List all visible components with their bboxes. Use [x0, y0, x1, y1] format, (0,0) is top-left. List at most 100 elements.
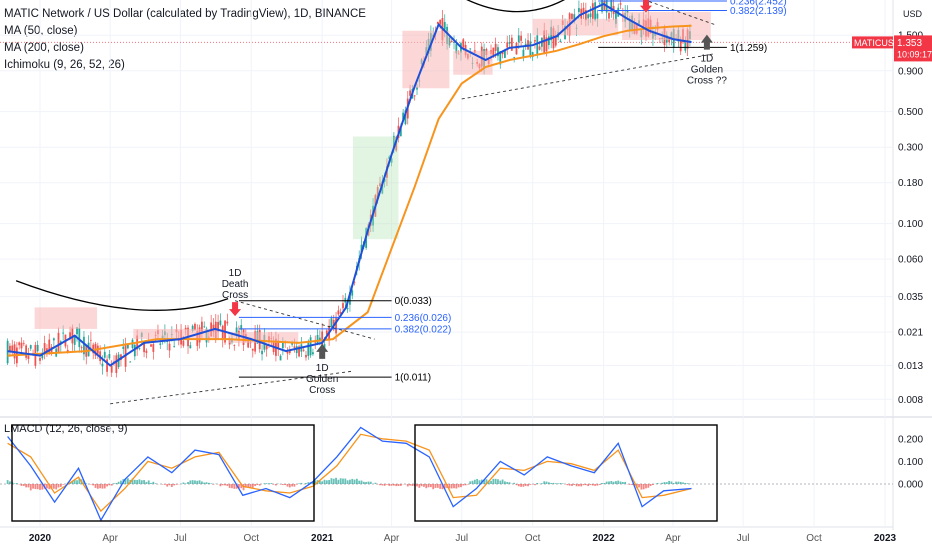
macd-hist-bar — [337, 479, 340, 484]
macd-hist-bar — [668, 480, 671, 484]
macd-hist-bar — [198, 480, 201, 484]
macd-hist-bar — [462, 484, 465, 486]
macd-hist-bar — [291, 484, 294, 487]
macd-hist-bar — [450, 484, 453, 489]
macd-hist-bar — [362, 481, 365, 484]
candle-body — [404, 110, 407, 125]
macd-hist-bar — [638, 484, 640, 488]
candle-body — [39, 357, 41, 361]
macd-hist-bar — [300, 482, 303, 484]
x-tick-label: 2022 — [592, 533, 615, 544]
macd-hist-bar — [318, 480, 321, 484]
candle-body — [547, 36, 550, 46]
macd-hist-bar — [247, 484, 250, 488]
macd-hist-bar — [50, 484, 53, 490]
macd-hist-bar — [469, 481, 472, 484]
candle-body — [43, 343, 46, 354]
macd-hist-bar — [207, 482, 210, 484]
candle-body — [596, 13, 599, 19]
macd-hist-bar — [367, 481, 370, 484]
candles — [6, 0, 691, 378]
macd-hist-bar — [360, 480, 363, 484]
candle-body — [233, 345, 236, 346]
macd-hist-bar — [545, 481, 548, 484]
macd-hist-bar — [388, 484, 391, 486]
candle-body — [392, 135, 395, 149]
macd-hist-bar — [365, 481, 368, 484]
macd-hist-bar — [390, 484, 393, 486]
macd-hist-bar — [497, 479, 499, 484]
macd-hist-bar — [143, 480, 145, 484]
macd-hist-bar — [587, 484, 590, 487]
macd-hist-bar — [425, 484, 428, 489]
macd-hist-bar — [201, 481, 203, 484]
macd-hist-bar — [34, 484, 37, 490]
macd-hist-bar — [13, 483, 16, 484]
macd-hist-bar — [184, 483, 187, 484]
macd-hist-bar — [275, 484, 277, 486]
candle-body — [501, 51, 504, 55]
candle-body — [339, 312, 342, 314]
candle-body — [279, 355, 282, 361]
macd-hist-bar — [115, 482, 118, 484]
macd-hist-bar — [598, 484, 601, 485]
macd-hist-bar — [520, 484, 522, 487]
candle-body — [388, 156, 391, 160]
candle-body — [439, 19, 442, 25]
candle-body — [265, 345, 268, 350]
macd-hist-bar — [554, 483, 557, 484]
candle-body — [608, 12, 610, 19]
y-tick-label: 0.013 — [898, 361, 923, 372]
macd-hist-bar — [113, 483, 115, 484]
candle-body — [504, 49, 506, 58]
macd-hist-bar — [455, 484, 458, 489]
candle-body — [497, 47, 499, 57]
macd-hist-bar — [52, 484, 55, 489]
candle-body — [619, 3, 622, 5]
macd-hist-bar — [147, 480, 150, 484]
candle-body — [615, 11, 617, 24]
candle-body — [293, 346, 296, 348]
fib-2020-label: 0.382(0.022) — [395, 324, 452, 335]
macd-hist-bar — [619, 481, 622, 484]
macd-histogram — [6, 477, 691, 491]
legend-ma50[interactable]: MA (50, close) — [4, 25, 78, 37]
macd-hist-bar — [78, 478, 81, 484]
candle-body — [298, 346, 300, 357]
candle-body — [307, 342, 310, 356]
macd-hist-bar — [46, 484, 48, 489]
candle-body — [182, 340, 185, 346]
candle-body — [22, 343, 25, 345]
macd-legend[interactable]: LMACD (12, 26, close, 9) — [4, 423, 128, 435]
macd-hist-bar — [506, 481, 509, 484]
macd-hist-bar — [573, 484, 576, 486]
macd-hist-bar — [453, 484, 455, 489]
candle-body — [508, 42, 511, 44]
candle-body — [515, 42, 518, 55]
macd-hist-bar — [76, 480, 78, 484]
macd-hist-bar — [471, 480, 474, 484]
candle-body — [443, 21, 446, 30]
macd-hist-bar — [647, 484, 650, 488]
candle-body — [106, 359, 108, 372]
legend-ichimoku[interactable]: Ichimoku (9, 26, 52, 26) — [4, 59, 125, 71]
candle-body — [578, 8, 580, 12]
macd-hist-bar — [163, 484, 166, 485]
legend-ma200[interactable]: MA (200, close) — [4, 42, 84, 54]
candle-body — [150, 344, 152, 347]
macd-hist-bar — [108, 484, 111, 486]
chart-legend: MATIC Network / US Dollar (calculated by… — [4, 6, 366, 74]
macd-hist-bar — [513, 482, 516, 484]
macd-hist-bar — [55, 484, 58, 490]
candle-body — [83, 336, 85, 355]
macd-hist-bar — [231, 484, 233, 489]
macd-hist-bar — [166, 484, 169, 487]
candle-body — [522, 49, 525, 57]
macd-hist-bar — [561, 483, 564, 484]
macd-hist-bar — [96, 484, 99, 489]
macd-hist-bar — [62, 484, 65, 485]
macd-hist-bar — [645, 484, 647, 489]
ichimoku-cloud — [34, 307, 98, 329]
macd-hist-bar — [20, 484, 23, 486]
